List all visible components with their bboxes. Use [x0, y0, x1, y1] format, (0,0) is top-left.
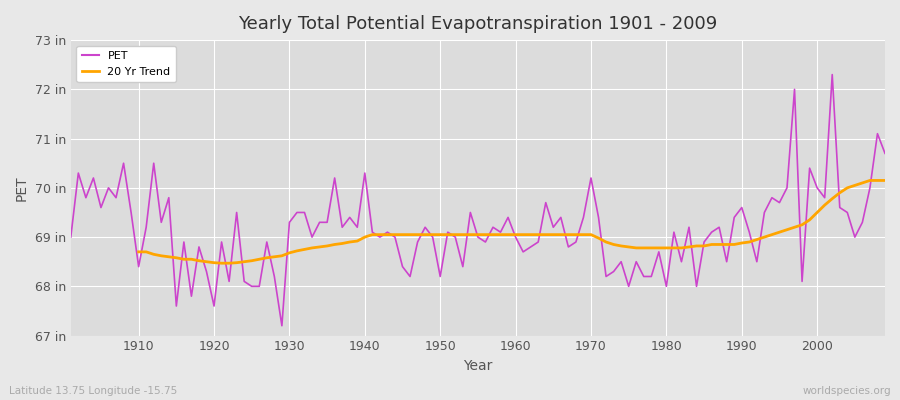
- Y-axis label: PET: PET: [15, 175, 29, 201]
- Title: Yearly Total Potential Evapotranspiration 1901 - 2009: Yearly Total Potential Evapotranspiratio…: [238, 15, 717, 33]
- X-axis label: Year: Year: [464, 359, 492, 373]
- Text: Latitude 13.75 Longitude -15.75: Latitude 13.75 Longitude -15.75: [9, 386, 177, 396]
- Text: worldspecies.org: worldspecies.org: [803, 386, 891, 396]
- Legend: PET, 20 Yr Trend: PET, 20 Yr Trend: [76, 46, 176, 82]
